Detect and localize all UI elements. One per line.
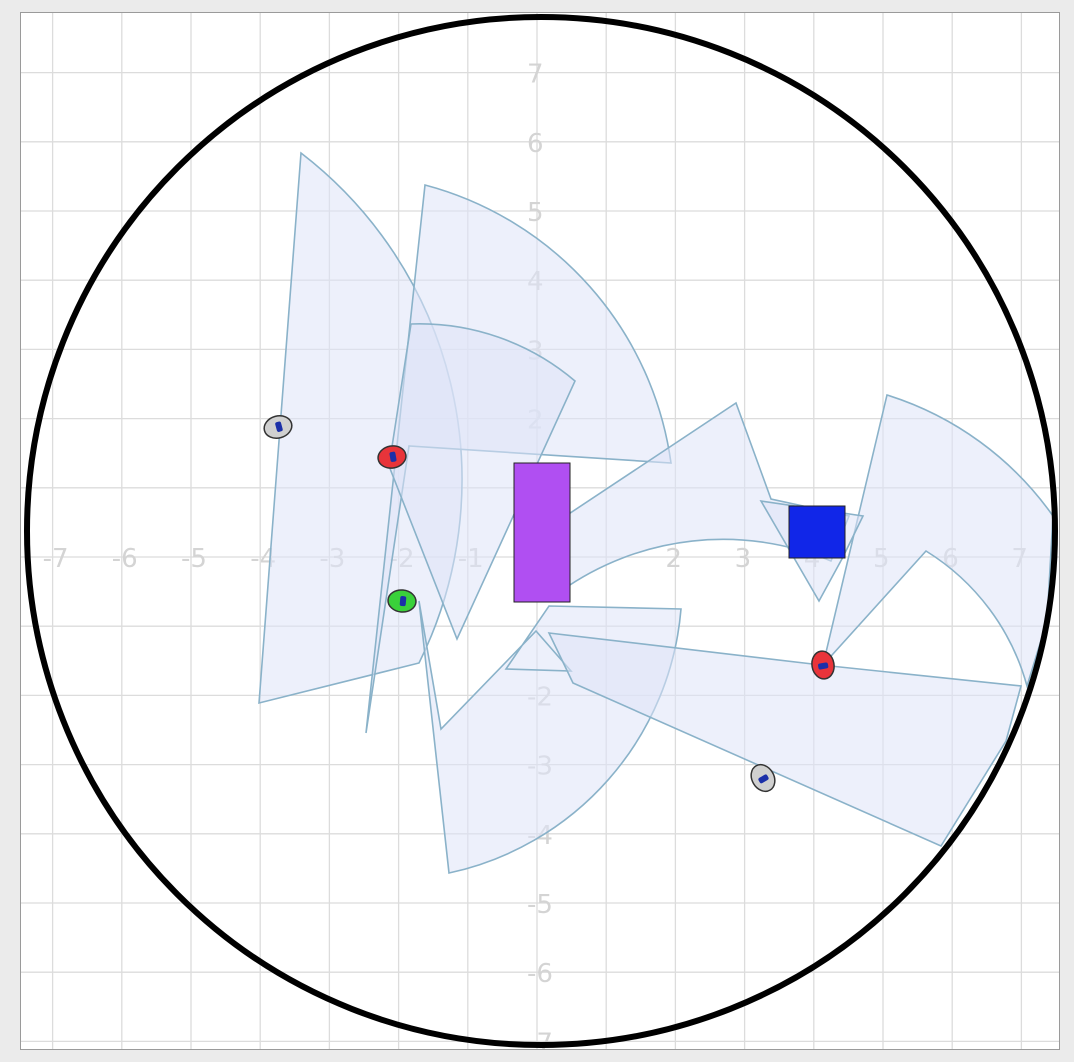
y-tick-label: -6 [527, 959, 553, 989]
robot-red-left[interactable] [376, 444, 407, 471]
sensor-fov [388, 323, 576, 642]
sensor-fov [365, 183, 672, 734]
robot-gray-bottom[interactable] [746, 760, 779, 795]
robot-gray-left[interactable] [262, 413, 295, 441]
obstacle-magenta-rect [513, 462, 571, 603]
arena-view: -7-6-5-4-3-2-1234567765432-2-3-4-5-6-7 [21, 13, 1059, 1049]
robot-green[interactable] [387, 589, 417, 613]
y-tick-label: -5 [527, 890, 553, 920]
x-tick-label: -7 [43, 544, 69, 574]
x-tick-label: 3 [735, 544, 752, 574]
y-tick-label: 7 [527, 60, 544, 90]
y-tick-label: 5 [527, 198, 544, 228]
robot-red-right[interactable] [810, 649, 837, 680]
arena-boundary [24, 14, 1058, 1048]
y-tick-label: 6 [527, 129, 544, 159]
simulation-canvas[interactable]: -7-6-5-4-3-2-1234567765432-2-3-4-5-6-7 [20, 12, 1060, 1050]
x-tick-label: 2 [665, 544, 682, 574]
sensor-fov [822, 393, 1054, 689]
sensor-fields-of-view [258, 151, 1054, 874]
obstacle-blue-square [788, 505, 846, 559]
robots [262, 413, 837, 795]
x-tick-label: -5 [181, 544, 207, 574]
x-tick-label: -6 [112, 544, 138, 574]
